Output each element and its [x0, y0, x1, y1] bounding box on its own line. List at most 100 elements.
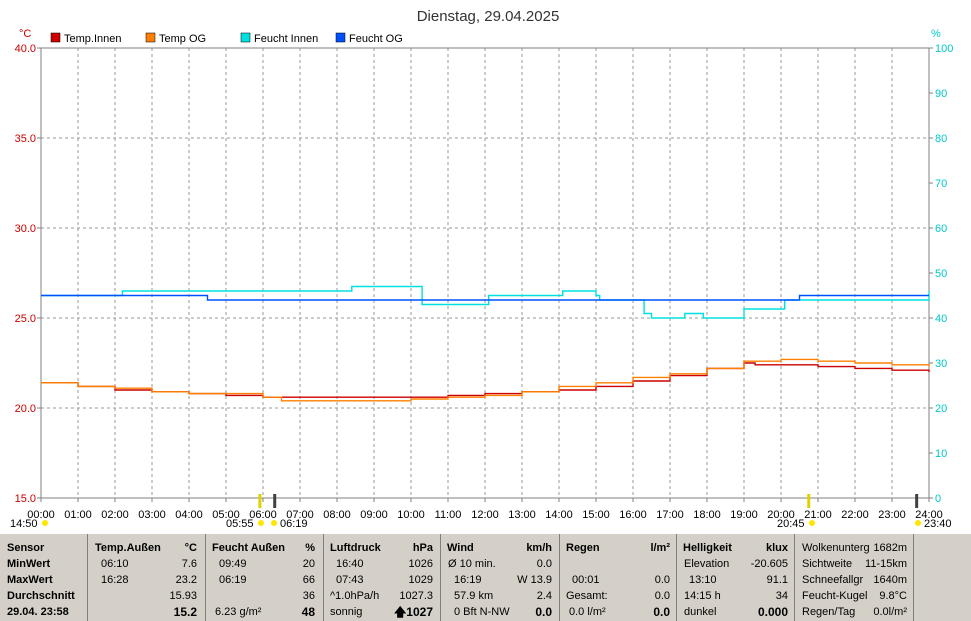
humidity-min-time: 09:49	[219, 558, 247, 570]
max-label: MaxWert	[7, 574, 53, 586]
wind-unit: km/h	[526, 542, 552, 554]
x-tick-label: 03:00	[138, 509, 166, 521]
x-tick-label: 23:00	[878, 509, 906, 521]
elevation-value: -20.605	[750, 558, 788, 570]
daylight-duration: 14:15 h	[684, 590, 721, 602]
sun-markers: 14:50 05:55 06:19 20:45 23:40	[10, 494, 952, 530]
snowline-value: 1640m	[873, 574, 907, 586]
pressure-header: Luftdruck	[330, 542, 381, 554]
wind-run-value: 2.4	[536, 590, 552, 602]
sun-icon	[271, 520, 277, 526]
x-tick-label: 15:00	[582, 509, 610, 521]
wind-current: 0.0	[535, 605, 552, 619]
series-line	[41, 358, 930, 402]
y-left-tick-label: 40.0	[15, 43, 36, 55]
sensor-column: Sensor MinWert MaxWert Durchschnitt 29.0…	[0, 534, 88, 621]
light-state: dunkel	[684, 606, 717, 618]
x-tick-label: 19:00	[730, 509, 758, 521]
x-tick-label: 20:00	[767, 509, 795, 521]
extra-column: Wolkenunterg 1682m Sichtweite 11-15km Schn…	[795, 534, 914, 621]
rain-per-day-value: 0.0l/m²	[873, 606, 907, 618]
wind-max-value: W 13.9	[517, 574, 552, 586]
temp-min-time: 06:10	[101, 558, 129, 570]
temp-max-value: 23.2	[175, 574, 197, 586]
pressure-current: 🡅1027	[393, 605, 433, 619]
x-tick-label: 16:00	[619, 509, 647, 521]
temp-header: Temp.Außen	[95, 542, 161, 554]
wind-max-time: 16:19	[454, 574, 482, 586]
wet-bulb-value: 9.8°C	[879, 590, 907, 602]
current-date: 29.04. 23:58	[7, 606, 69, 618]
wind-run: 57.9 km	[454, 590, 494, 602]
legend-label: Feucht Innen	[254, 33, 318, 45]
light-column: Helligkeit klux Elevation -20.605 13:10 91.…	[677, 534, 795, 621]
y-left-tick-label: 35.0	[15, 133, 36, 145]
y-left-tick-label: 15.0	[15, 493, 36, 505]
snowline-label: Schneefallgr	[802, 574, 864, 586]
rain-rate: 0.0 l/m²	[569, 606, 606, 618]
temp-avg: 15.93	[169, 590, 197, 602]
rain-per-day-label: Regen/Tag	[802, 606, 856, 618]
legend-label: Temp OG	[159, 33, 206, 45]
rain-header: Regen	[566, 542, 600, 554]
humidity-current: 48	[301, 605, 315, 619]
pressure-trend-label: ^1.0hPa/h	[330, 590, 380, 602]
weather-chart: Dienstag, 29.04.2025 °C % Temp.Innen Temp…	[10, 8, 953, 530]
x-tick-label: 08:00	[323, 509, 351, 521]
rain-column: Regen l/m² 00:01 0.0 Gesamt: 0.0 0.0 l/m² 0.…	[560, 534, 677, 621]
x-tick-label: 22:00	[841, 509, 869, 521]
rain-unit: l/m²	[650, 542, 670, 554]
x-tick-label: 02:00	[101, 509, 129, 521]
rain-total-value: 0.0	[654, 590, 670, 602]
humidity-max-value: 66	[302, 574, 315, 586]
rain-total-label: Gesamt:	[566, 590, 608, 602]
x-tick-label: 13:00	[508, 509, 536, 521]
wind-avg-label: Ø 10 min.	[448, 558, 496, 570]
elevation-label: Elevation	[684, 558, 730, 570]
x-tick-label: 18:00	[693, 509, 721, 521]
pressure-unit: hPa	[412, 542, 433, 554]
up-arrow-icon: 🡅	[393, 605, 407, 619]
legend-label: Feucht OG	[349, 33, 403, 45]
pressure-min-value: 1026	[408, 558, 433, 570]
x-tick-label: 10:00	[397, 509, 425, 521]
humidity-header: Feucht Außen	[212, 542, 285, 554]
cloud-base-value: 1682m	[873, 542, 907, 554]
pressure-column: Luftdruck hPa 16:40 1026 07:43 1029 ^1.0hPa…	[324, 534, 441, 621]
visibility-label: Sichtweite	[802, 558, 853, 570]
x-tick-label: 24:00	[915, 509, 943, 521]
light-current: 0.000	[757, 605, 788, 619]
sun-icon	[258, 520, 264, 526]
temp-max-time: 16:28	[101, 574, 129, 586]
humidity-max-time: 06:19	[219, 574, 247, 586]
x-tick-label: 11:00	[435, 509, 462, 521]
series-line	[41, 285, 930, 319]
y-right-tick-label: 0	[935, 493, 941, 505]
sun-icon	[809, 520, 815, 526]
wind-column: Wind km/h Ø 10 min. 0.0 16:19 W 13.9 57.9 k…	[441, 534, 560, 621]
rain-current: 0.0	[653, 605, 670, 619]
y-right-tick-label: 80	[935, 133, 947, 145]
x-tick-label: 21:00	[804, 509, 832, 521]
sensor-header: Sensor	[7, 542, 45, 554]
wind-beaufort: 0 Bft N-NW	[454, 606, 510, 618]
visibility-value: 11-15km	[865, 558, 907, 570]
sun-marker-label: 14:50	[10, 518, 38, 530]
humidity-column: Feucht Außen% 09:49 20 06:19 66 36 6.23 g/…	[206, 534, 324, 621]
y-right-tick-label: 20	[935, 403, 947, 415]
temp-unit: °C	[184, 542, 197, 554]
sun-marker-label: 20:45	[777, 518, 805, 530]
y-right-tick-label: 40	[935, 313, 947, 325]
humidity-unit: %	[305, 542, 315, 554]
x-tick-label: 00:00	[27, 509, 55, 521]
sun-icon	[915, 520, 921, 526]
cloud-base-label: Wolkenunterg	[802, 542, 870, 554]
temp-column: Temp.Außen °C 06:10 7.6 16:28 23.2 15.93 15…	[88, 534, 206, 621]
chart-series	[41, 285, 930, 402]
wind-header: Wind	[447, 542, 474, 554]
x-tick-label: 09:00	[360, 509, 388, 521]
chart-grid	[41, 48, 929, 498]
chart-legend: Temp.Innen Temp OG Feucht Innen Feucht OG	[50, 32, 403, 45]
series-line	[41, 294, 929, 301]
y-right-unit: %	[931, 28, 941, 40]
